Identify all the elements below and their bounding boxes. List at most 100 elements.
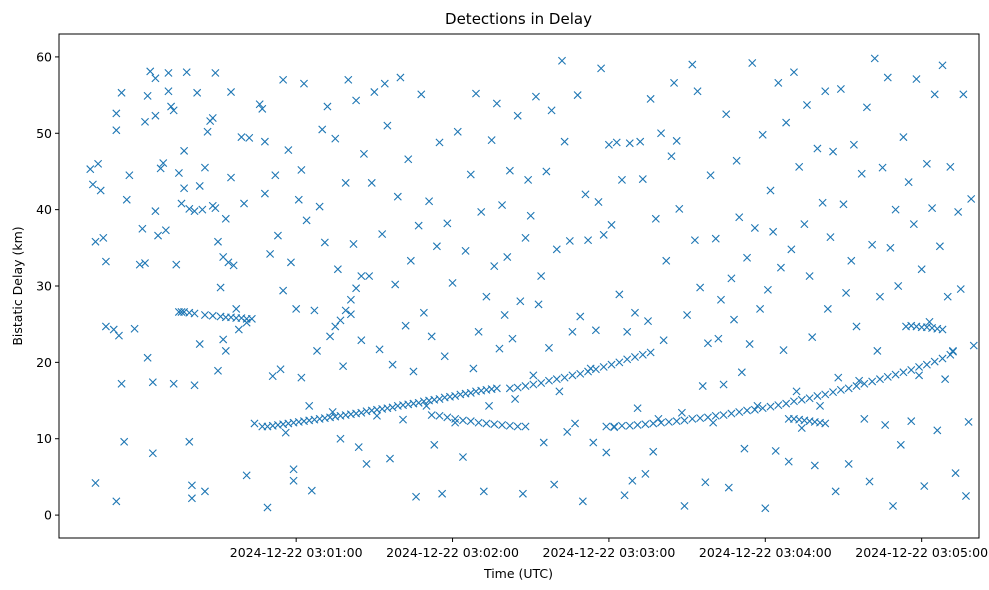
- y-tick-label: 10: [36, 431, 52, 446]
- detection-point: [581, 190, 590, 199]
- detection-point: [190, 381, 199, 390]
- detection-point: [711, 411, 720, 420]
- detection-point: [91, 479, 100, 488]
- detection-point: [357, 336, 366, 345]
- detection-point: [625, 421, 634, 430]
- detection-point: [623, 355, 632, 364]
- detection-point: [472, 89, 480, 98]
- detection-point: [422, 401, 431, 410]
- detection-point: [797, 395, 806, 404]
- detection-point: [891, 205, 900, 214]
- detection-point: [745, 340, 754, 349]
- detection-point: [641, 469, 650, 478]
- detection-point: [938, 61, 947, 70]
- detection-point: [333, 265, 342, 274]
- detection-point: [310, 306, 319, 315]
- detection-point: [135, 260, 144, 269]
- detection-point: [638, 175, 647, 184]
- detection-point: [143, 353, 152, 362]
- detection-point: [482, 419, 491, 428]
- detection-point: [505, 166, 514, 175]
- detection-point: [586, 364, 595, 373]
- detection-point: [597, 64, 606, 73]
- detection-point: [242, 318, 251, 327]
- detection-point: [276, 365, 285, 374]
- detection-point: [920, 482, 929, 491]
- detection-point: [904, 178, 913, 187]
- detection-point: [307, 486, 316, 495]
- detection-point: [281, 428, 290, 437]
- detection-point: [508, 334, 517, 343]
- detection-point: [912, 75, 921, 84]
- detection-point: [328, 408, 337, 416]
- detection-point: [670, 78, 679, 87]
- detection-point: [821, 87, 830, 96]
- detection-point: [227, 88, 235, 97]
- detection-point: [967, 194, 976, 203]
- detection-point: [112, 497, 121, 506]
- detection-point: [805, 272, 814, 281]
- detection-point: [542, 167, 551, 176]
- plot-area: [58, 33, 980, 539]
- detection-point: [651, 214, 660, 223]
- detection-point: [896, 440, 905, 449]
- x-axis-label: Time (UTC): [483, 566, 553, 581]
- detection-point: [268, 372, 277, 381]
- y-axis-label: Bistatic Delay (km): [10, 226, 25, 345]
- detection-point: [247, 314, 256, 323]
- detection-point: [114, 331, 123, 340]
- detection-point: [743, 253, 752, 262]
- detection-point: [922, 360, 931, 369]
- detection-point: [315, 202, 324, 211]
- detection-point: [435, 411, 444, 420]
- detection-point: [735, 213, 744, 222]
- detection-point: [899, 368, 908, 377]
- detection-point: [435, 138, 444, 147]
- detection-point: [341, 306, 350, 315]
- detection-point: [88, 180, 97, 189]
- detection-point: [571, 419, 580, 428]
- detection-point: [724, 483, 733, 492]
- detection-point: [292, 304, 301, 313]
- detection-point: [352, 96, 361, 105]
- detection-point: [761, 504, 770, 513]
- x-tick-label: 2024-12-22 03:05:00: [855, 545, 988, 560]
- detection-point: [469, 364, 478, 373]
- detection-point: [810, 461, 819, 470]
- detection-point: [167, 102, 176, 111]
- detection-point: [915, 362, 924, 371]
- detection-point: [829, 388, 838, 397]
- detection-point: [443, 413, 452, 422]
- y-tick-label: 50: [36, 126, 52, 141]
- detection-point: [703, 339, 712, 348]
- detection-point: [211, 204, 220, 213]
- detection-point: [341, 178, 350, 187]
- detection-point: [120, 437, 129, 446]
- detection-point: [326, 332, 335, 341]
- detection-point: [730, 315, 739, 324]
- detection-point: [213, 366, 222, 375]
- detection-point: [795, 162, 804, 171]
- detection-point: [641, 420, 650, 429]
- detection-point: [782, 399, 791, 408]
- detection-point: [753, 401, 762, 410]
- detection-point: [688, 60, 697, 69]
- detection-point: [94, 159, 103, 168]
- detection-point: [255, 100, 264, 109]
- detection-point: [602, 422, 611, 431]
- detection-point: [539, 438, 548, 447]
- detection-point: [568, 327, 577, 336]
- detection-point: [305, 401, 314, 410]
- detection-point: [430, 440, 439, 449]
- detection-point: [159, 159, 168, 168]
- detection-point: [237, 133, 246, 142]
- detection-point: [250, 419, 259, 428]
- detection-point: [101, 257, 110, 266]
- detection-point: [466, 170, 475, 179]
- detection-point: [529, 371, 538, 380]
- detection-point: [782, 118, 791, 127]
- detection-point: [748, 59, 757, 68]
- detection-point: [948, 347, 957, 356]
- detection-point: [638, 350, 647, 359]
- detection-point: [435, 395, 444, 404]
